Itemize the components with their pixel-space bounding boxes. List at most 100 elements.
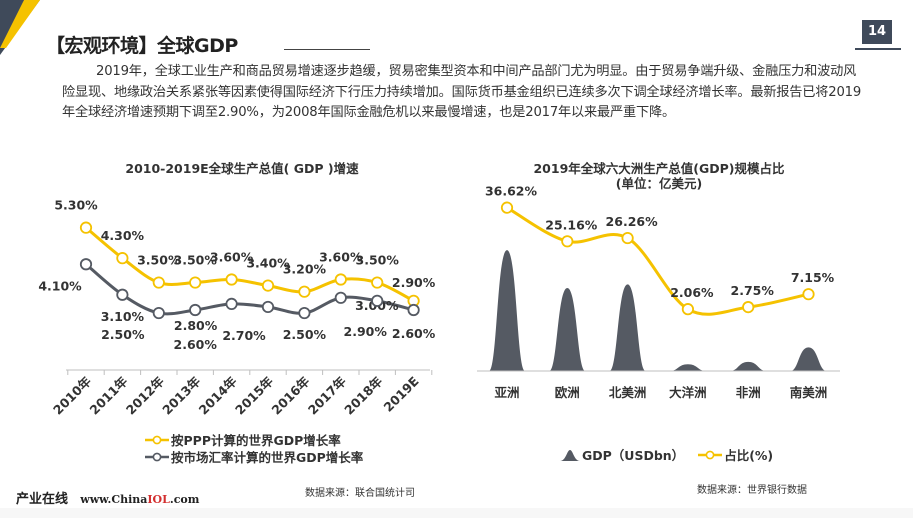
chart1-tick-label: 2016年 (268, 373, 312, 417)
chart2-share-point (802, 288, 815, 301)
chart1-title: 2010-2019E全球生产总值( GDP )增速 (125, 161, 359, 176)
chart1-point-ppp (371, 276, 384, 289)
footer-url-suffix: .com (169, 493, 200, 506)
chart2-title: 2019年全球六大洲生产总值(GDP)规模占比 (单位：亿美元) (509, 161, 809, 191)
chart1-point-market (79, 258, 93, 271)
chart2-legend: GDP（USDbn） 占比(%) (558, 446, 773, 463)
chart2-title-line2: (单位：亿美元) (615, 176, 703, 191)
chart1-tick-label: 2018年 (341, 373, 385, 417)
corner-decoration (0, 0, 40, 55)
footer-url-prefix: www.China (80, 493, 148, 506)
chart2-source: 数据来源：世界银行数据 (697, 485, 807, 496)
chart2-gdp-area (790, 347, 827, 371)
chart2-tick-label: 欧洲 (555, 385, 580, 400)
chart2-data-label: 7.15% (791, 270, 835, 285)
chart2-gdp-area (609, 284, 646, 371)
chart1-point-market (371, 294, 384, 307)
chart1-tick-label: 2015年 (232, 373, 276, 417)
chart1-data-label: 2.90% (392, 275, 436, 290)
page-number-rule (855, 48, 901, 50)
chart1-point-market (189, 303, 202, 317)
legend-label-gdp: GDP（USDbn） (582, 448, 685, 463)
chart1-legend: 按PPP计算的世界GDP增长率 按市场汇率计算的世界GDP增长率 (145, 431, 363, 465)
footer-url-iol: IOL (147, 493, 170, 506)
chart1-tick-label: 2013年 (159, 373, 203, 417)
chart1-data-label: 2.70% (222, 328, 266, 343)
chart1-data-label: 3.10% (101, 309, 145, 324)
chart1-data-label: 3.50% (174, 253, 218, 268)
chart1-tick-label: 2014年 (196, 373, 240, 417)
chart1-data-label: 4.30% (101, 228, 145, 243)
chart2-data-label: 26.26% (606, 214, 659, 229)
chart1-point-ppp (189, 276, 202, 289)
chart1-data-label: 5.30% (54, 198, 98, 213)
chart1-point-ppp (334, 273, 347, 286)
chart1-tick-label: 2010年 (50, 373, 94, 417)
legend-marker-market (145, 452, 169, 461)
legend-marker-share (698, 450, 723, 459)
legend-marker-ppp (145, 435, 169, 444)
chart1-data-label: 2.80% (174, 318, 218, 333)
chart2-share-point (500, 201, 514, 214)
chart1-data-label: 4.10% (38, 278, 82, 293)
chart2-tick-label: 南美洲 (790, 385, 828, 400)
chart1-data-label: 3.50% (356, 253, 400, 268)
page-number: 14 (862, 20, 892, 44)
chart2-data-label: 36.62% (485, 184, 538, 199)
chart1-tick-label: 2012年 (123, 373, 167, 417)
chart2-tick-label: 北美洲 (609, 385, 647, 400)
chart1-point-ppp (79, 221, 93, 234)
chart2-share-point (561, 235, 574, 248)
chart1-point-ppp (152, 276, 165, 289)
chart1-data-label: 3.20% (283, 262, 327, 277)
legend-label-share: 占比(%) (724, 448, 774, 463)
page-title: 【宏观环境】全球GDP (46, 35, 238, 57)
chart1-point-ppp (225, 273, 238, 286)
chart1-point-ppp (298, 285, 311, 298)
intro-paragraph: 2019年，全球工业生产和商品贸易增速逐步趋缓，贸易密集型资本和中间产品部门尤为… (62, 64, 862, 120)
chart1-data-label: 2.50% (283, 327, 327, 342)
legend-label-market: 按市场汇率计算的世界GDP增长率 (171, 450, 364, 465)
chart1-point-ppp (261, 279, 275, 292)
chart2-share-point (621, 231, 634, 245)
chart1-data-label: 3.60% (210, 250, 254, 265)
chart1-tick-label: 2011年 (86, 373, 130, 417)
chart1-data-label: 2.90% (344, 324, 388, 339)
chart2-gdp-area (489, 250, 525, 371)
chart1-point-market (261, 300, 275, 314)
chart2-tick-label: 大洋洲 (669, 385, 707, 400)
chart1-point-market (298, 306, 311, 320)
chart1-point-ppp (116, 252, 129, 265)
chart1-tick-label: 2017年 (305, 373, 349, 417)
chart1-data-label: 3.60% (319, 250, 363, 265)
chart1-point-market (116, 288, 129, 301)
chart2-gdp-area (549, 287, 586, 371)
chart1-point-market (225, 297, 238, 310)
chart2-data-label: 2.06% (670, 285, 714, 300)
chart1-tick-label: 2019E (380, 374, 421, 415)
chart1-series-line-market (85, 263, 414, 316)
chart1-source: 数据来源：联合国统计司 (305, 488, 415, 499)
chart2-title-line1: 2019年全球六大洲生产总值(GDP)规模占比 (533, 161, 785, 176)
footer-brand: 产业在线 (16, 492, 69, 507)
legend-item-gdp: GDP（USDbn） (558, 446, 684, 463)
title-underline (284, 49, 370, 50)
chart1-data-label: 2.60% (174, 337, 218, 352)
legend-item-share: 占比(%) (698, 446, 773, 463)
legend-item-market: 按市场汇率计算的世界GDP增长率 (145, 448, 363, 465)
chart2-share-point (681, 303, 695, 316)
chart1-data-label: 2.50% (101, 327, 145, 342)
legend-marker-gdp (560, 449, 580, 461)
chart2-data-label: 2.75% (731, 283, 775, 298)
chart1-data-label: 2.60% (392, 326, 436, 341)
footer-bar (0, 508, 913, 518)
chart1-point-market (334, 291, 347, 304)
chart2-gdp-area (730, 361, 767, 371)
chart1-series-line-ppp (85, 226, 415, 303)
chart2-gdp-area (669, 364, 706, 371)
chart2-share-point (742, 301, 755, 314)
chart1-data-label: 3.40% (246, 256, 290, 271)
footer-logo: 产业在线 www.ChinaIOL.com (16, 488, 199, 507)
chart1-point-market (152, 306, 165, 320)
